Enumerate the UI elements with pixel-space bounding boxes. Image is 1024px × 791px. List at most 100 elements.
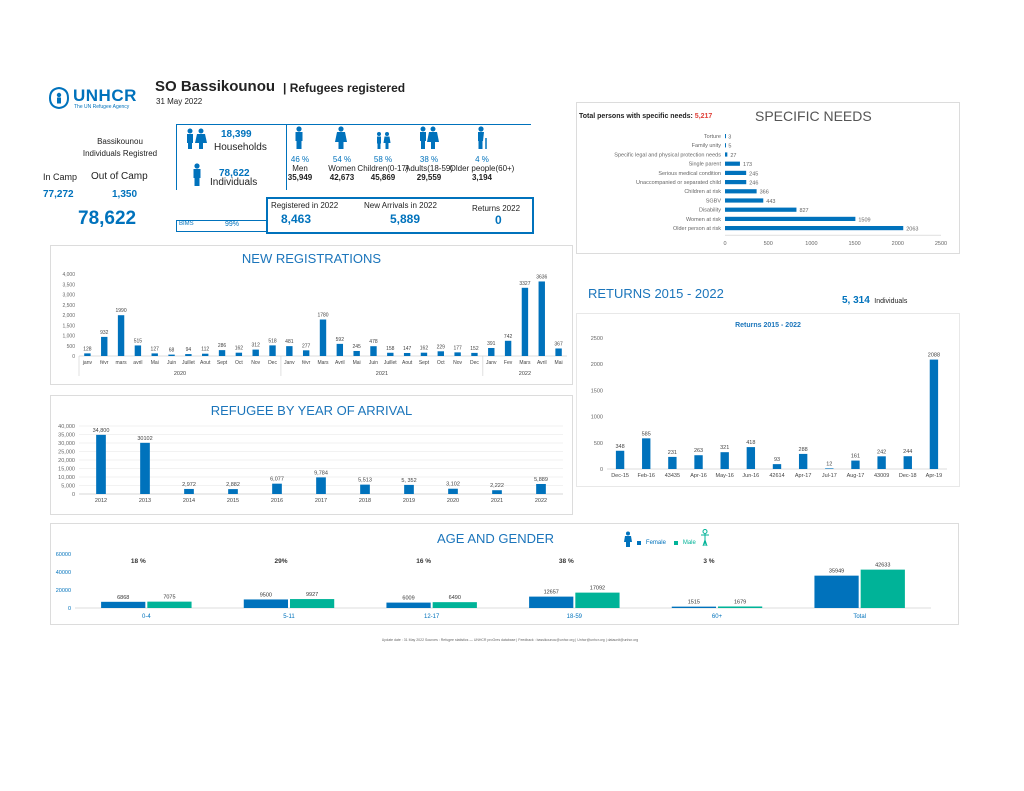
bar: [202, 353, 209, 356]
x-tick-label: 43435: [665, 473, 680, 479]
bar: [404, 484, 414, 494]
bar-value-label: 1515: [688, 600, 700, 606]
bar-value-label: 12: [826, 461, 832, 467]
x-tick-label: Sept: [217, 360, 228, 366]
y-tick-label: 3,000: [62, 293, 75, 299]
bar-value-label: 3327: [519, 281, 530, 287]
y-tick-label: 0: [68, 606, 71, 612]
households-icon: [183, 128, 209, 155]
bar: [772, 464, 782, 469]
bar: [184, 488, 194, 494]
y-tick-label: 30,000: [58, 441, 75, 447]
bar-value-label: 518: [268, 338, 277, 344]
x-tick-label: janv: [82, 360, 93, 366]
bar-value-label: 9500: [260, 592, 272, 598]
bar-value-label: 34,800: [93, 428, 110, 434]
bar-value-label: 312: [252, 343, 261, 349]
bar-value-label: 1679: [734, 599, 746, 605]
bar-value-label: 2088: [928, 353, 940, 359]
bar: [336, 343, 344, 356]
bar: [353, 350, 360, 356]
logo-subtext: The UN Refugee Agency: [74, 104, 130, 110]
y-tick-label: 10,000: [58, 475, 75, 481]
male-bar: [290, 599, 335, 608]
returns-total-label: Individuals: [874, 298, 908, 305]
bar-value-label: 231: [668, 450, 677, 456]
bar-value-label: 35949: [829, 569, 844, 575]
bar: [319, 319, 327, 356]
bar-value-label: 9,784: [314, 470, 328, 476]
need-value-label: 5: [728, 144, 731, 150]
male-swatch: [674, 540, 679, 545]
demographic-value: 42,673: [329, 173, 355, 182]
bar-value-label: 263: [694, 448, 703, 454]
need-value-label: 366: [760, 190, 769, 196]
summary-left-title: Bassikounou Individuals Registred: [82, 137, 158, 158]
divider-horizontal: [176, 124, 531, 125]
bar-value-label: 321: [720, 445, 729, 451]
bar: [403, 352, 411, 356]
x-tick-label: 2014: [183, 498, 195, 504]
bar-value-label: 6868: [117, 595, 129, 601]
registered-2022-label: Registered in 2022: [271, 201, 339, 210]
bar: [521, 287, 529, 356]
y-tick-label: 500: [67, 344, 76, 350]
age-group-percent: 18 %: [131, 558, 146, 565]
unhcr-emblem-icon: [48, 86, 70, 110]
returns-chart-title: Returns 2015 - 2022: [735, 322, 801, 329]
divider-vertical-1: [176, 124, 177, 190]
bar: [316, 477, 326, 494]
new-registrations-panel: NEW REGISTRATIONS 0 500 1,000 1,500 2,000 2,5…: [50, 245, 573, 385]
need-category-label: SGBV: [706, 198, 722, 204]
bar: [694, 455, 703, 469]
man-icon: [295, 126, 303, 149]
x-tick-label: Avril: [537, 360, 547, 366]
demographic-value: 45,869: [370, 173, 396, 182]
x-tick-label: Aout: [200, 360, 211, 366]
male-bar: [575, 592, 620, 608]
y-tick-label: 15,000: [58, 467, 75, 473]
specific-needs-chart: Torture 3 Family unity 5 Specific legal and …: [614, 134, 947, 247]
bar-value-label: 592: [336, 337, 345, 343]
need-category-label: Older person at risk: [673, 226, 721, 232]
need-x-tick: 1500: [848, 241, 860, 247]
male-bar: [147, 601, 192, 608]
bar-value-label: 2,882: [226, 482, 240, 488]
x-tick-label: Oct: [437, 360, 445, 366]
bar: [272, 483, 282, 494]
households-value: 18,399: [221, 129, 252, 140]
bar-value-label: 229: [437, 344, 446, 350]
bar: [387, 352, 394, 356]
need-x-tick: 0: [723, 241, 726, 247]
bar: [471, 352, 478, 356]
x-tick-label: 2016: [271, 498, 283, 504]
bar: [151, 353, 158, 356]
x-tick-label: Aug-17: [847, 473, 865, 479]
need-bar: [725, 207, 797, 212]
total-individuals: 78,622: [78, 208, 137, 229]
individuals-value: 78,622: [219, 168, 250, 179]
x-tick-label: Nov: [453, 360, 462, 366]
age-gender-title: AGE AND GENDER: [437, 531, 555, 546]
demographic-item-woman: 54 % Women 42,673: [307, 126, 377, 182]
bar: [117, 315, 125, 356]
x-tick-label: Apr-16: [690, 473, 707, 479]
y-tick-label: 0: [600, 467, 603, 473]
demographic-item-children: 58 % Children(0-17) 45,869: [348, 126, 418, 182]
specific-needs-panel: Total persons with specific needs: 5,217…: [576, 102, 960, 254]
bar-value-label: 245: [352, 344, 361, 350]
bar-value-label: 6490: [449, 595, 461, 601]
need-category-label: Torture: [704, 134, 721, 140]
female-icon: [624, 531, 632, 547]
age-gender-panel: AGE AND GENDER Female Male 0 20000 40000 60…: [50, 523, 959, 625]
x-tick-label: févr: [302, 360, 311, 366]
bar-value-label: 286: [218, 343, 227, 349]
y-tick-label: 2,500: [62, 303, 75, 309]
need-bar: [725, 189, 757, 194]
need-category-label: Children at risk: [684, 189, 721, 195]
demographic-label: Women: [328, 164, 356, 173]
registered-2022-value: 8,463: [281, 212, 312, 226]
x-tick-label: 2015: [227, 498, 239, 504]
bar: [929, 359, 939, 469]
female-swatch: [637, 540, 642, 545]
